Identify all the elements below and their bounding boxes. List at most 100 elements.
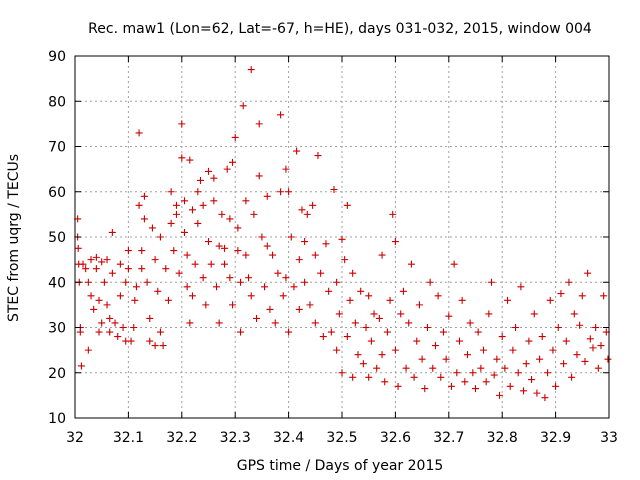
data-point xyxy=(552,382,560,390)
data-point xyxy=(274,269,282,277)
data-point xyxy=(295,305,303,313)
data-point xyxy=(98,258,106,266)
data-point xyxy=(383,328,391,336)
data-point xyxy=(386,296,394,304)
data-point xyxy=(135,201,143,209)
data-point xyxy=(375,314,383,322)
data-point xyxy=(319,333,327,341)
data-point xyxy=(469,369,477,377)
data-point xyxy=(148,224,156,232)
data-point xyxy=(124,265,132,273)
data-point xyxy=(167,188,175,196)
data-point xyxy=(389,210,397,218)
data-point xyxy=(445,312,453,320)
data-point xyxy=(140,192,148,200)
data-point xyxy=(453,369,461,377)
data-point xyxy=(423,324,431,331)
data-point xyxy=(253,314,261,322)
data-point xyxy=(504,296,512,304)
axis-ticks: 32 32.1 32.2 32.3 32.4 32.5 32.6 32.7 32.8 32.9 33… xyxy=(48,49,618,446)
data-point xyxy=(258,233,266,241)
data-point xyxy=(397,310,405,318)
data-point xyxy=(509,346,517,354)
data-point xyxy=(143,278,151,286)
data-point xyxy=(538,333,546,341)
data-point xyxy=(159,342,167,350)
data-point xyxy=(127,337,135,345)
data-point xyxy=(512,324,520,331)
data-point xyxy=(285,328,293,336)
x-tick-label: 32.1 xyxy=(113,430,144,446)
data-point xyxy=(263,192,271,200)
data-point xyxy=(154,287,162,295)
data-point xyxy=(477,364,485,372)
data-point xyxy=(255,120,263,128)
data-point xyxy=(447,382,455,390)
data-point xyxy=(261,283,269,291)
data-point xyxy=(90,305,98,313)
data-point xyxy=(186,156,194,164)
data-point xyxy=(418,355,426,363)
data-point xyxy=(528,376,536,384)
data-point xyxy=(223,165,231,173)
data-point xyxy=(309,201,317,209)
data-point xyxy=(314,152,322,160)
data-point xyxy=(282,165,290,173)
data-point xyxy=(180,228,188,236)
data-point xyxy=(378,351,386,359)
data-point xyxy=(221,260,229,268)
data-point xyxy=(242,197,250,205)
data-point xyxy=(325,287,333,295)
data-point xyxy=(167,219,175,227)
data-point xyxy=(594,364,602,372)
data-point xyxy=(525,337,533,345)
data-point xyxy=(229,301,237,309)
data-point xyxy=(237,278,245,286)
data-point xyxy=(335,310,343,318)
data-point xyxy=(421,385,429,393)
data-point xyxy=(584,269,592,277)
data-point xyxy=(77,362,85,370)
data-point xyxy=(146,337,154,345)
data-point xyxy=(170,247,178,255)
y-tick-label: 20 xyxy=(48,366,66,382)
data-point xyxy=(285,188,293,196)
data-point xyxy=(271,319,279,327)
data-point xyxy=(269,251,277,259)
data-point xyxy=(402,364,410,372)
data-point xyxy=(242,251,250,259)
y-tick-label: 50 xyxy=(48,230,66,246)
data-point xyxy=(234,224,242,232)
data-point xyxy=(103,301,111,309)
data-point xyxy=(367,337,375,345)
data-point xyxy=(172,201,180,209)
data-point xyxy=(498,333,506,341)
x-tick-label: 32.2 xyxy=(166,430,197,446)
data-point xyxy=(303,210,311,218)
data-point xyxy=(205,167,212,175)
x-axis-label: GPS time / Days of year 2015 xyxy=(237,458,444,474)
data-point xyxy=(357,287,365,295)
data-point xyxy=(351,319,359,327)
data-point xyxy=(554,324,562,331)
data-point xyxy=(349,269,357,277)
data-point xyxy=(111,319,119,327)
y-tick-label: 60 xyxy=(48,185,66,201)
data-point xyxy=(79,260,87,268)
x-tick-label: 32.3 xyxy=(220,430,251,446)
data-point xyxy=(330,185,338,193)
data-point xyxy=(92,253,100,261)
data-point xyxy=(114,333,122,341)
data-point xyxy=(215,242,223,250)
y-tick-label: 70 xyxy=(48,140,66,156)
data-point xyxy=(442,355,450,363)
data-point xyxy=(301,238,309,246)
data-point xyxy=(156,328,164,336)
data-point xyxy=(544,369,552,377)
data-point xyxy=(194,188,202,196)
data-point xyxy=(565,278,573,286)
data-point xyxy=(290,283,298,291)
x-tick-label: 32 xyxy=(66,430,84,446)
data-point xyxy=(250,210,258,218)
data-point xyxy=(327,328,335,336)
